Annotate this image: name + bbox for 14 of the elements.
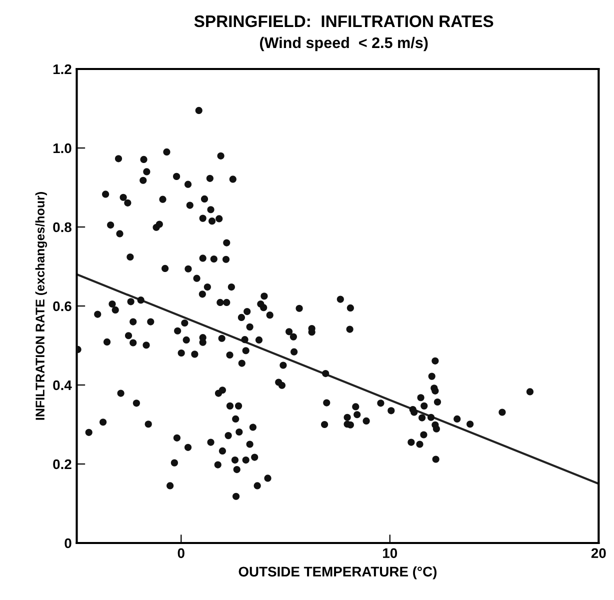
y-tick-label: 0.4 xyxy=(53,380,72,390)
x-axis-title: OUTSIDE TEMPERATURE (°C) xyxy=(238,566,436,580)
chart-subtitle: (Wind speed < 2.5 m/s) xyxy=(260,36,428,52)
x-tick-label: 10 xyxy=(383,548,398,558)
y-tick-label: 0.2 xyxy=(53,459,72,470)
y-tick-label: 1.0 xyxy=(53,143,72,154)
x-tick-label: 20 xyxy=(591,548,606,558)
y-tick-label: 0.6 xyxy=(53,301,72,312)
x-tick-label: 0 xyxy=(178,548,184,558)
y-tick-label: 0 xyxy=(64,538,72,548)
y-axis-title: INFILTRATION RATE (exchanges/hour) xyxy=(35,192,48,420)
y-tick-label: 0.8 xyxy=(53,222,72,232)
chart-title: SPRINGFIELD: INFILTRATION RATES xyxy=(194,15,494,28)
y-tick-label: 1.2 xyxy=(53,64,72,74)
